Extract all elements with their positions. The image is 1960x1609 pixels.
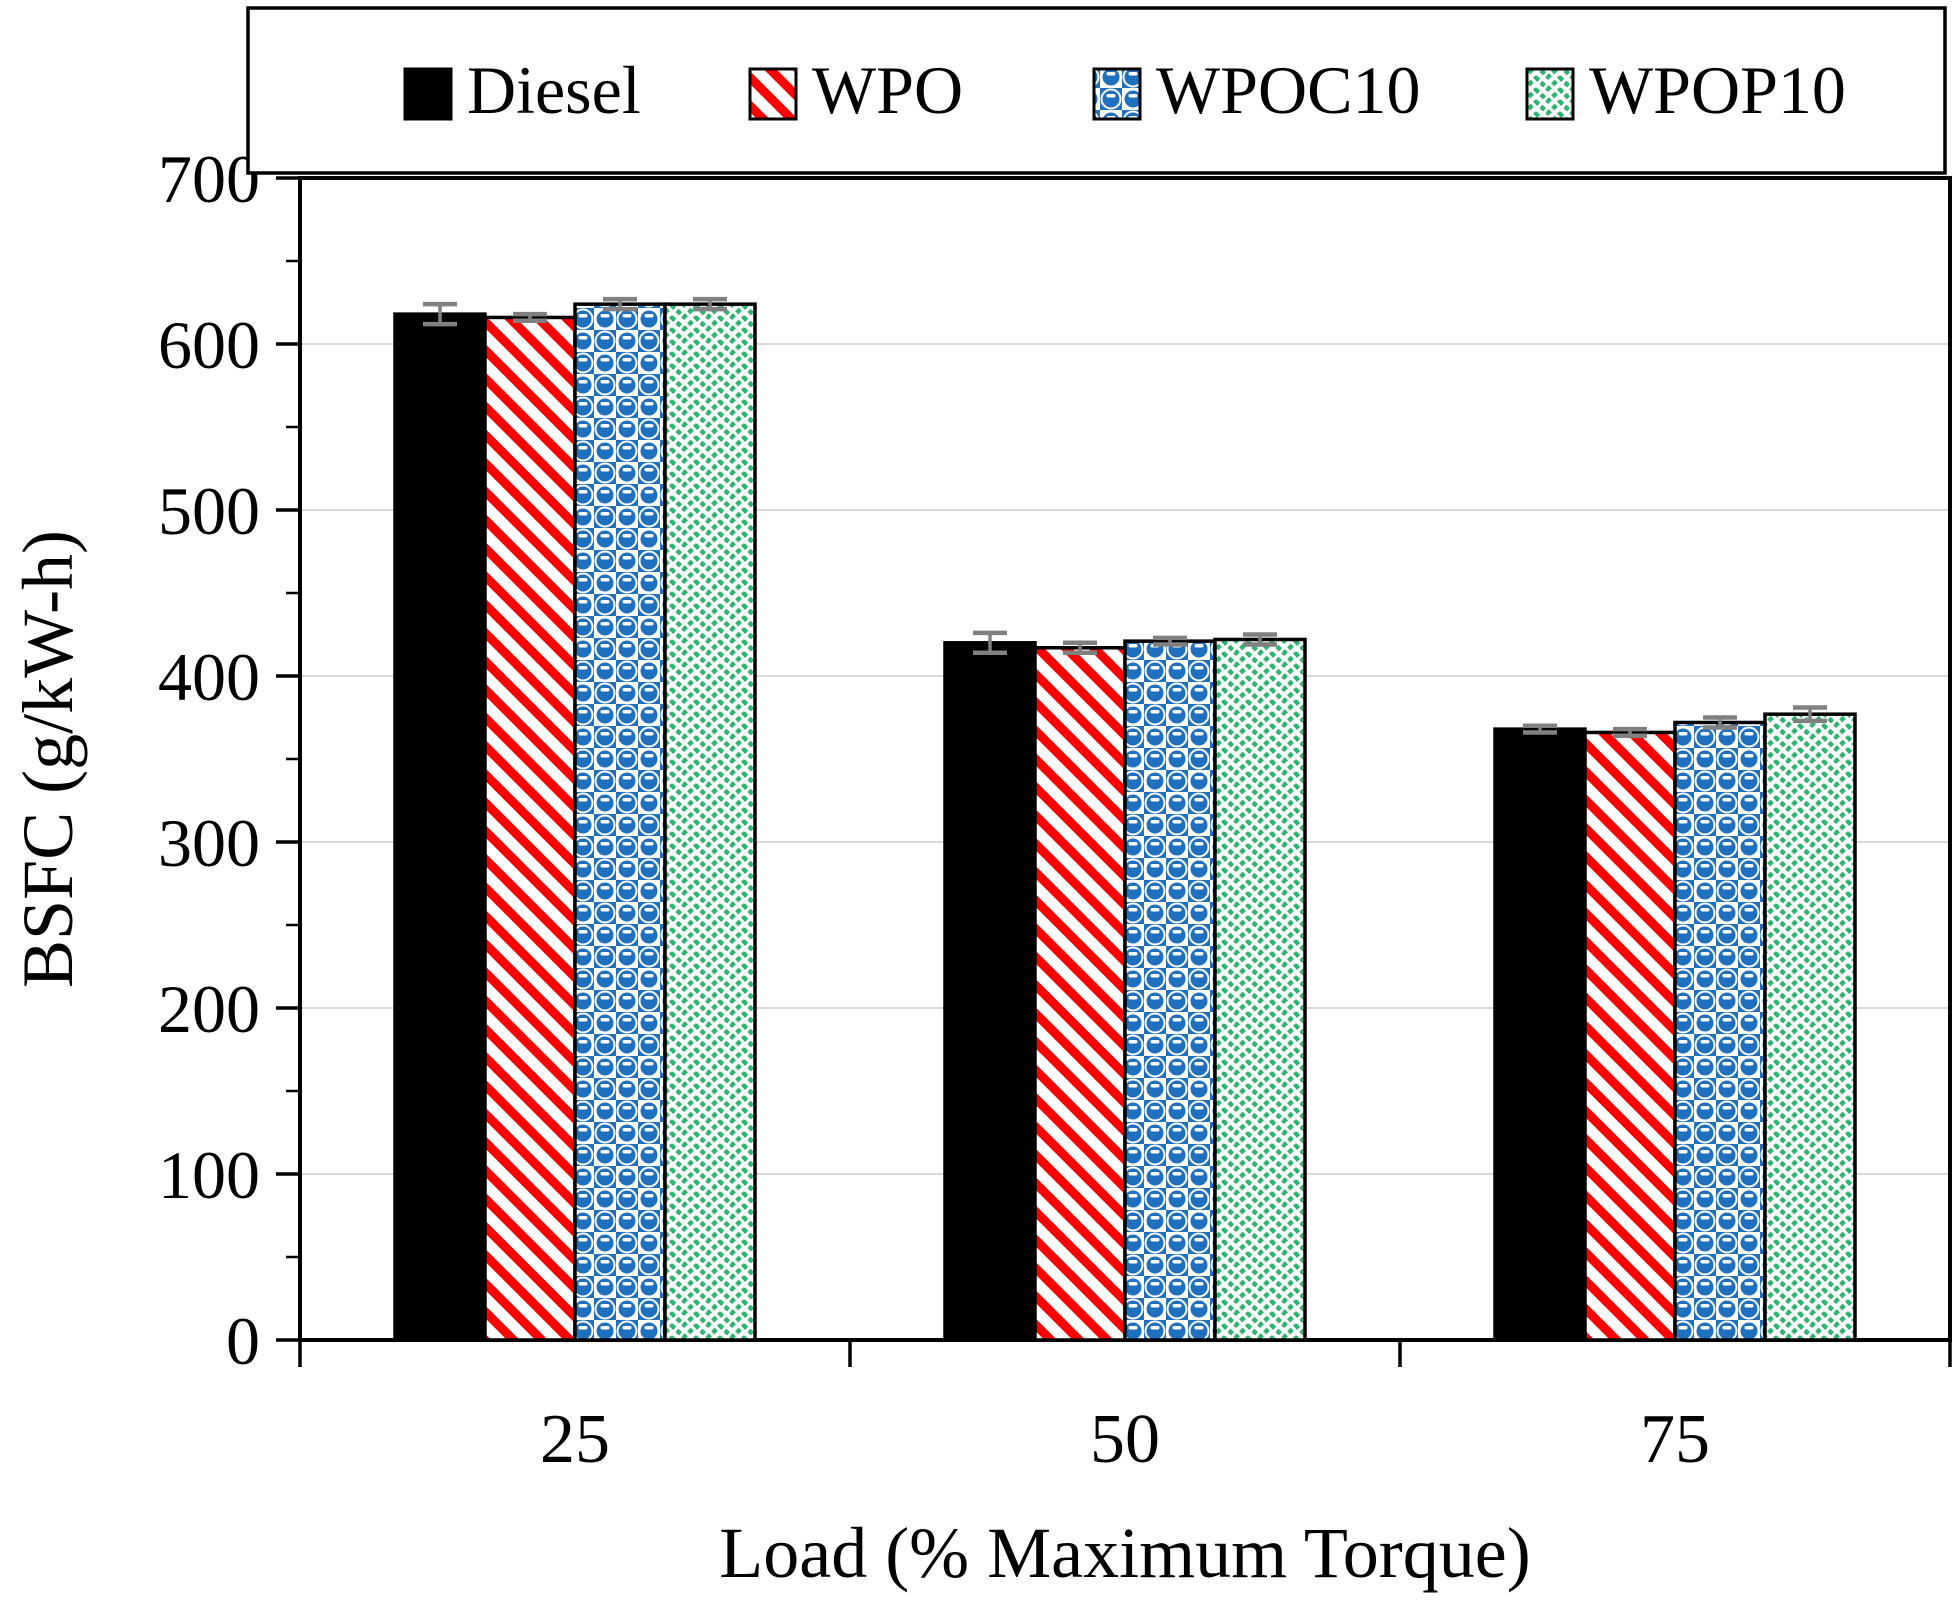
- y-tick-label: 600: [158, 307, 260, 383]
- legend-swatch-wpo: [748, 67, 798, 121]
- bar-wpo-75: [1583, 730, 1677, 1342]
- y-tick-label: 300: [158, 805, 260, 881]
- bar-wpop10-75: [1763, 712, 1857, 1342]
- bar-wpoc10-50: [1123, 639, 1217, 1342]
- bar-diesel-75: [1493, 727, 1587, 1342]
- x-tick-label: 75: [1640, 1401, 1710, 1478]
- x-tick-label: 50: [1090, 1401, 1160, 1478]
- y-tick-label: 200: [158, 971, 260, 1047]
- legend-swatch-wpop10: [1525, 67, 1575, 121]
- bar-wpo-25: [483, 315, 577, 1342]
- y-axis-title: BSFC (g/kW-h): [8, 530, 88, 988]
- bar-diesel-25: [393, 312, 487, 1342]
- bar-wpop10-50: [1213, 637, 1307, 1342]
- legend-label-diesel: Diesel: [467, 52, 641, 128]
- legend-label-wpo: WPO: [812, 52, 963, 128]
- y-tick-label: 700: [158, 141, 260, 217]
- bar-diesel-50: [943, 641, 1037, 1342]
- legend-swatch-wpoc10: [1092, 67, 1142, 121]
- bar-wpoc10-25: [573, 302, 667, 1342]
- legend-label-wpoc10: WPOC10: [1156, 52, 1420, 128]
- x-axis-title: Load (% Maximum Torque): [719, 1513, 1530, 1593]
- bar-wpoc10-75: [1673, 720, 1767, 1342]
- x-tick-label: 25: [540, 1401, 610, 1478]
- bar-wpop10-25: [663, 302, 757, 1342]
- plot-area: 0 100 200 300 400 500 600 700 25 50 75 Diesel WPO WPO…: [158, 6, 1952, 1478]
- bar-wpo-50: [1033, 646, 1127, 1342]
- legend-label-wpop10: WPOP10: [1589, 52, 1846, 128]
- y-tick-label: 400: [158, 639, 260, 715]
- legend-swatch-diesel: [403, 67, 453, 121]
- y-tick-label: 0: [226, 1303, 260, 1379]
- y-tick-label: 500: [158, 473, 260, 549]
- y-tick-label: 100: [158, 1137, 260, 1213]
